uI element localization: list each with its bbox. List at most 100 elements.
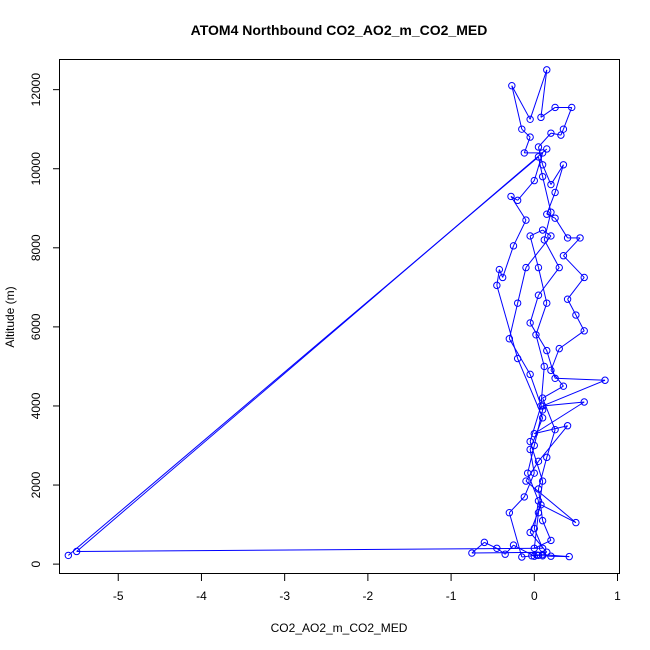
series-segment bbox=[496, 547, 506, 555]
data-point bbox=[498, 273, 507, 282]
data-point bbox=[505, 509, 514, 517]
y-axis-label: Altitude (m) bbox=[3, 286, 17, 347]
series-segment bbox=[535, 302, 548, 335]
series-segment bbox=[538, 267, 560, 296]
data-point bbox=[509, 541, 518, 549]
data-point bbox=[580, 398, 588, 406]
x-tick-label: -4 bbox=[196, 589, 207, 603]
data-point bbox=[530, 429, 538, 438]
data-point bbox=[493, 544, 501, 552]
data-point bbox=[534, 485, 543, 493]
data-point bbox=[559, 382, 568, 390]
data-point bbox=[526, 232, 534, 240]
series-segment bbox=[567, 277, 585, 300]
data-point bbox=[522, 216, 530, 224]
series-segment bbox=[484, 541, 498, 549]
data-point bbox=[538, 516, 547, 525]
data-point bbox=[547, 552, 555, 560]
data-point bbox=[530, 176, 538, 185]
series-segment bbox=[543, 212, 552, 241]
series-segment bbox=[537, 457, 548, 490]
data-point bbox=[547, 536, 555, 545]
series-segment bbox=[550, 348, 560, 371]
data-point bbox=[543, 346, 551, 355]
data-point bbox=[547, 366, 555, 375]
series-segment bbox=[510, 196, 527, 221]
series-segment bbox=[529, 69, 548, 120]
data-point bbox=[557, 131, 565, 139]
series-segment bbox=[508, 303, 519, 339]
data-point bbox=[543, 210, 551, 218]
series-segment bbox=[531, 554, 537, 557]
data-point bbox=[468, 549, 476, 557]
data-series bbox=[64, 66, 609, 561]
series-segment bbox=[525, 480, 577, 523]
series-segment bbox=[529, 229, 543, 237]
data-point bbox=[559, 252, 568, 260]
data-point bbox=[518, 553, 526, 561]
data-point bbox=[576, 234, 584, 242]
series-segment bbox=[538, 425, 568, 462]
data-point bbox=[72, 547, 81, 556]
data-point bbox=[538, 544, 547, 552]
series-segment bbox=[498, 269, 504, 278]
data-point bbox=[555, 263, 563, 272]
data-point bbox=[551, 425, 559, 434]
data-point bbox=[505, 335, 514, 343]
data-point bbox=[507, 192, 515, 201]
data-point bbox=[508, 82, 516, 90]
series-segment bbox=[502, 245, 514, 278]
data-point bbox=[534, 497, 543, 505]
series-segment bbox=[555, 377, 606, 381]
data-point bbox=[526, 370, 534, 379]
data-point bbox=[534, 153, 543, 161]
data-point bbox=[551, 188, 559, 197]
series-segment bbox=[542, 229, 552, 237]
series-segment bbox=[575, 314, 585, 332]
series-segment bbox=[563, 255, 585, 278]
series-segment bbox=[527, 472, 539, 502]
series-segment bbox=[504, 544, 514, 555]
data-point bbox=[537, 113, 545, 122]
data-point bbox=[520, 149, 529, 157]
data-point bbox=[547, 180, 555, 189]
series-segment bbox=[542, 385, 564, 399]
series-segment bbox=[523, 136, 531, 154]
data-point bbox=[538, 477, 547, 485]
series-segment bbox=[496, 269, 500, 286]
series-segment bbox=[517, 180, 535, 201]
data-point bbox=[501, 550, 509, 558]
data-point bbox=[568, 103, 576, 112]
data-point bbox=[543, 453, 551, 462]
series-segment bbox=[521, 128, 531, 138]
series-segment bbox=[535, 334, 545, 367]
series-segment bbox=[513, 219, 527, 247]
series-segment bbox=[529, 235, 539, 268]
data-point bbox=[563, 234, 572, 242]
data-point bbox=[547, 208, 555, 216]
series-segment bbox=[523, 472, 535, 498]
series-segment bbox=[511, 85, 531, 120]
data-point bbox=[518, 125, 526, 133]
series-segment bbox=[550, 164, 564, 185]
data-point bbox=[538, 414, 547, 422]
data-point bbox=[526, 528, 534, 537]
data-point bbox=[601, 376, 609, 384]
series-segment bbox=[563, 237, 581, 257]
series-segment bbox=[534, 425, 568, 435]
data-point bbox=[538, 226, 547, 234]
series-segment bbox=[471, 541, 485, 554]
series-segment bbox=[76, 547, 543, 552]
data-point bbox=[533, 551, 541, 559]
data-point bbox=[537, 501, 545, 509]
series-segment bbox=[510, 195, 518, 201]
y-tick-label: 4000 bbox=[29, 392, 43, 419]
x-tick-label: -3 bbox=[279, 589, 290, 603]
data-point bbox=[534, 509, 543, 517]
series-segment bbox=[546, 429, 556, 458]
x-tick-label: 1 bbox=[614, 589, 621, 603]
series-segment bbox=[540, 69, 548, 118]
data-point bbox=[572, 311, 580, 319]
data-point bbox=[520, 493, 529, 501]
